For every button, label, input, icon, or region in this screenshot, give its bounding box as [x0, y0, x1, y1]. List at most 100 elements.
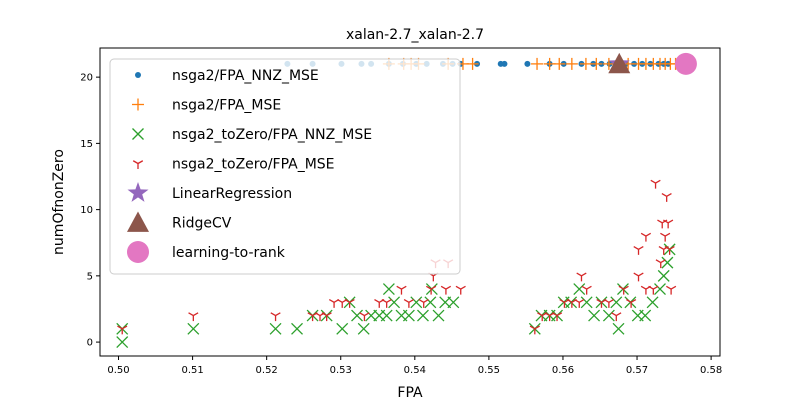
- data-point: [321, 312, 332, 322]
- data-point: [529, 325, 540, 335]
- data-point: [618, 285, 629, 295]
- data-point: [639, 309, 652, 322]
- data-point: [654, 283, 666, 296]
- data-point: [663, 219, 674, 229]
- legend-marker: [132, 98, 144, 111]
- data-point: [608, 52, 631, 74]
- data-point: [440, 285, 452, 295]
- y-tick-label: 10: [80, 205, 93, 216]
- data-point: [581, 285, 592, 295]
- data-point: [580, 296, 593, 309]
- data-point: [524, 60, 531, 67]
- data-point: [674, 52, 697, 75]
- legend-marker: [132, 160, 144, 169]
- data-point: [610, 296, 623, 309]
- y-tick-label: 20: [80, 73, 93, 84]
- data-point: [612, 322, 625, 335]
- data-point: [410, 296, 423, 309]
- data-point: [269, 322, 282, 335]
- legend: nsga2/FPA_NNZ_MSE nsga2/FPA_MSE nsga2_toZe…: [109, 58, 461, 275]
- data-point: [650, 179, 661, 189]
- series-triangle: [608, 52, 631, 74]
- legend-marker: [127, 211, 149, 232]
- data-point: [588, 309, 601, 322]
- data-point: [374, 299, 385, 308]
- data-point: [424, 296, 437, 309]
- data-point: [553, 57, 566, 70]
- y-axis-title: numOfnonZero: [51, 149, 67, 255]
- data-point: [314, 312, 326, 322]
- data-point: [579, 57, 592, 70]
- data-point: [336, 322, 349, 335]
- data-point: [565, 57, 578, 70]
- data-point: [657, 269, 670, 282]
- data-point: [551, 312, 563, 322]
- data-point: [396, 285, 407, 295]
- x-tick-label: 0.54: [404, 365, 426, 376]
- data-point: [531, 57, 544, 70]
- y-axis: 0 5 10 15 20: [80, 73, 100, 349]
- data-point: [655, 259, 666, 269]
- x-axis-title: FPA: [397, 385, 423, 400]
- legend-box: [109, 58, 461, 275]
- chart-title: xalan-2.7_xalan-2.7: [346, 27, 484, 43]
- data-point: [646, 296, 659, 309]
- data-point: [660, 232, 671, 242]
- data-point: [633, 246, 644, 255]
- legend-label: RidgeCV: [172, 216, 232, 232]
- y-tick-label: 5: [87, 271, 93, 282]
- x-tick-label: 0.53: [330, 365, 352, 376]
- data-point: [611, 312, 622, 322]
- data-point: [661, 256, 674, 269]
- data-point: [382, 283, 395, 296]
- data-point: [603, 299, 614, 308]
- data-point: [403, 299, 414, 308]
- data-point: [418, 299, 429, 308]
- data-point: [640, 232, 652, 242]
- legend-marker: [135, 72, 141, 78]
- data-point: [380, 309, 393, 322]
- data-point: [344, 299, 355, 308]
- data-point: [664, 246, 675, 255]
- legend-marker: [127, 241, 149, 263]
- y-tick-label: 15: [80, 139, 93, 150]
- x-tick-label: 0.56: [552, 365, 574, 376]
- data-point: [417, 309, 429, 322]
- data-point: [573, 283, 586, 296]
- data-point: [188, 312, 199, 322]
- legend-label: nsga2_toZero/FPA_MSE: [172, 157, 335, 173]
- data-point: [117, 325, 128, 335]
- x-axis: 0.50 0.51 0.52 0.53 0.54 0.55 0.56 0.57 0.58: [107, 356, 722, 376]
- data-point: [666, 285, 677, 295]
- legend-marker: [127, 182, 149, 202]
- data-point: [270, 312, 281, 322]
- data-point: [328, 299, 340, 308]
- data-point: [402, 309, 415, 322]
- data-point: [388, 296, 401, 309]
- data-point: [633, 272, 644, 282]
- data-point: [466, 57, 479, 70]
- x-tick-label: 0.52: [256, 365, 278, 376]
- data-point: [357, 322, 370, 335]
- data-point: [359, 312, 370, 322]
- x-tick-label: 0.57: [626, 365, 648, 376]
- data-point: [187, 322, 200, 335]
- legend-label: nsga2/FPA_MSE: [172, 98, 281, 114]
- data-point: [455, 285, 466, 295]
- legend-marker: [132, 128, 144, 140]
- data-point: [602, 309, 615, 322]
- plot-frame: [99, 47, 721, 357]
- data-point: [576, 272, 587, 282]
- data-point: [432, 309, 445, 322]
- data-point: [661, 193, 672, 202]
- x-tick-label: 0.55: [478, 365, 500, 376]
- legend-label: nsga2/FPA_NNZ_MSE: [172, 68, 319, 84]
- data-point: [626, 299, 637, 308]
- y-tick-label: 0: [87, 338, 93, 349]
- legend-label: nsga2_toZero/FPA_NNZ_MSE: [172, 127, 372, 143]
- data-point: [426, 285, 437, 295]
- data-point: [501, 60, 508, 67]
- x-tick-label: 0.58: [700, 365, 722, 376]
- x-tick-label: 0.50: [107, 365, 129, 376]
